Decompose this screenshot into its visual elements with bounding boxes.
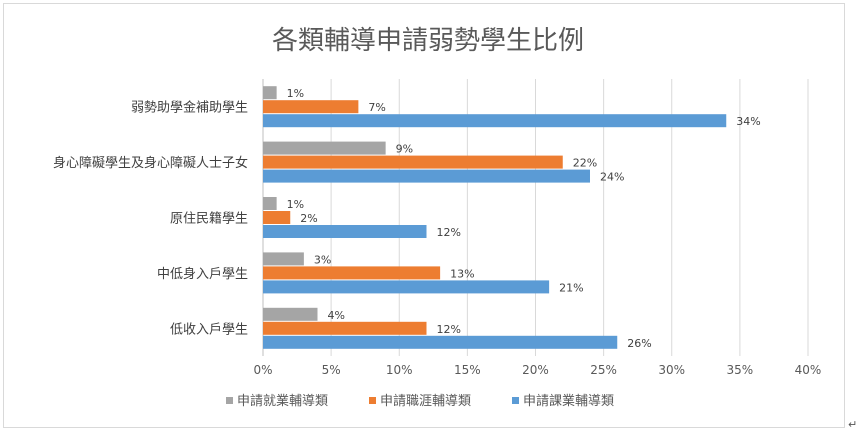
- x-tick-label: 5%: [322, 363, 341, 377]
- category-label: 原住民籍學生: [170, 211, 248, 227]
- bar: [263, 141, 386, 155]
- x-tick-label: 35%: [727, 363, 754, 377]
- category-label: 中低身入戶學生: [157, 266, 248, 282]
- x-tick-label: 30%: [658, 363, 685, 377]
- bar: [263, 155, 563, 169]
- x-tick-label: 25%: [590, 363, 617, 377]
- data-label: 9%: [396, 143, 413, 156]
- data-label: 7%: [368, 101, 385, 114]
- data-label: 1%: [287, 87, 304, 100]
- bar: [263, 225, 427, 238]
- category-label: 身心障礙學生及身心障礙人士子女: [53, 155, 248, 171]
- data-label: 24%: [600, 171, 624, 184]
- chart-frame: 各類輔導申請弱勢學生比例 4% 12% 26% 3% 13% 21% 1% 2% 12% 9% 22…: [3, 3, 845, 428]
- bar: [263, 211, 291, 224]
- x-tick-label: 15%: [454, 363, 481, 377]
- data-label: 3%: [314, 253, 331, 266]
- return-mark: ↵: [848, 418, 858, 431]
- bar: [263, 266, 441, 280]
- bar: [263, 252, 304, 266]
- data-label: 1%: [287, 198, 304, 211]
- legend-label: 申請職涯輔導類: [380, 394, 471, 409]
- data-label: 34%: [736, 115, 760, 128]
- legend-swatch: [512, 397, 519, 404]
- bar: [263, 100, 359, 114]
- data-label: 21%: [559, 281, 583, 294]
- data-label: 12%: [437, 323, 461, 336]
- bar: [263, 335, 618, 349]
- data-label: 4%: [328, 309, 345, 322]
- bar: [263, 321, 427, 335]
- category-label: 弱勢助學金補助學生: [131, 100, 248, 116]
- data-label: 22%: [573, 157, 597, 170]
- data-label: 2%: [300, 212, 317, 225]
- data-label: 26%: [627, 337, 651, 350]
- bar-chart: 各類輔導申請弱勢學生比例 4%12%26%3%13%21%1%2%12%9%22…: [53, 26, 822, 409]
- bar: [263, 86, 277, 100]
- bar: [263, 307, 318, 321]
- data-label: 13%: [450, 267, 474, 280]
- bar: [263, 197, 277, 210]
- chart-title: 各類輔導申請弱勢學生比例: [272, 26, 584, 56]
- legend-label: 申請就業輔導類: [237, 393, 328, 409]
- x-tick-label: 10%: [386, 363, 413, 377]
- legend-label: 申請課業輔導類: [523, 393, 614, 409]
- category-label: 低收入戶學生: [170, 322, 248, 337]
- bar: [263, 169, 590, 183]
- legend-swatch: [226, 397, 233, 404]
- x-tick-label: 40%: [795, 363, 822, 377]
- bar: [263, 280, 550, 294]
- data-label: 12%: [437, 226, 461, 239]
- legend-swatch: [369, 397, 376, 404]
- x-tick-label: 0%: [253, 363, 272, 377]
- bar: [263, 114, 727, 128]
- x-tick-label: 20%: [522, 363, 549, 377]
